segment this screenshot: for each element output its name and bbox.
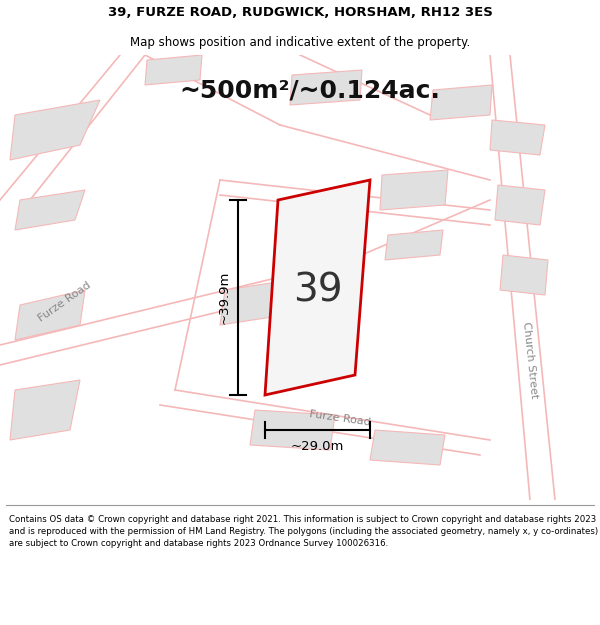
Polygon shape — [495, 185, 545, 225]
Text: Contains OS data © Crown copyright and database right 2021. This information is : Contains OS data © Crown copyright and d… — [9, 515, 598, 548]
Text: Map shows position and indicative extent of the property.: Map shows position and indicative extent… — [130, 36, 470, 49]
Polygon shape — [290, 70, 362, 105]
Polygon shape — [430, 85, 492, 120]
Polygon shape — [15, 290, 85, 340]
Polygon shape — [380, 170, 448, 210]
Text: ~39.9m: ~39.9m — [218, 271, 230, 324]
Polygon shape — [385, 230, 443, 260]
Polygon shape — [15, 190, 85, 230]
Polygon shape — [370, 430, 445, 465]
Text: 39: 39 — [293, 271, 343, 309]
Polygon shape — [145, 55, 202, 85]
Text: ~500m²/~0.124ac.: ~500m²/~0.124ac. — [179, 78, 440, 102]
Polygon shape — [265, 180, 370, 395]
Text: Furze Road: Furze Road — [309, 409, 371, 428]
Text: Church Street: Church Street — [521, 321, 539, 399]
Polygon shape — [10, 380, 80, 440]
Polygon shape — [10, 100, 100, 160]
Polygon shape — [250, 410, 335, 450]
Polygon shape — [220, 280, 290, 325]
Text: Furze Road: Furze Road — [37, 280, 93, 324]
Polygon shape — [490, 120, 545, 155]
Text: 39, FURZE ROAD, RUDGWICK, HORSHAM, RH12 3ES: 39, FURZE ROAD, RUDGWICK, HORSHAM, RH12 … — [107, 6, 493, 19]
Text: ~29.0m: ~29.0m — [291, 439, 344, 452]
Polygon shape — [500, 255, 548, 295]
